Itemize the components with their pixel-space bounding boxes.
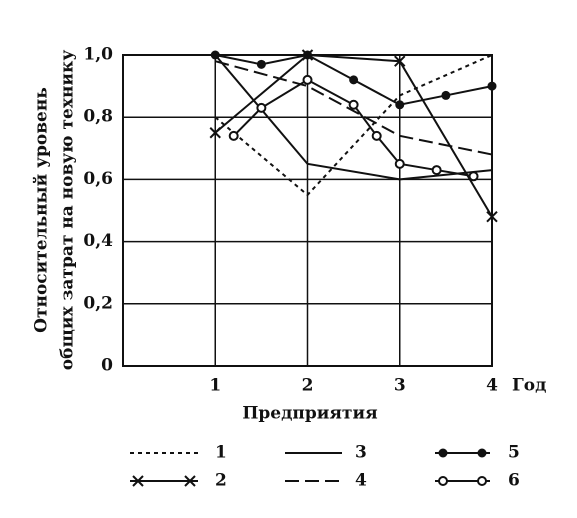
legend-label: 2 (215, 471, 227, 491)
legend-swatch (477, 448, 487, 458)
y-tick-label: 0,2 (83, 293, 113, 313)
point (349, 75, 359, 85)
x-tick-label: 4 (486, 376, 498, 396)
y-tick-label: 0,6 (83, 169, 113, 189)
y-tick-label: 1,0 (83, 45, 113, 65)
y-tick-label: 0,4 (83, 231, 113, 251)
point (441, 90, 451, 100)
point (256, 59, 266, 69)
legend-label: 3 (355, 443, 367, 463)
legend-swatch (438, 476, 448, 486)
y-axis-title: общих затрат на новую технику (58, 50, 78, 371)
series-line (232, 78, 474, 178)
legend-swatch (438, 448, 448, 458)
y-tick-label: 0 (101, 356, 113, 376)
point (303, 50, 312, 60)
point (210, 50, 220, 60)
x-axis-unit: Год (512, 376, 546, 396)
point (228, 130, 239, 141)
x-tick-label: 3 (394, 376, 406, 396)
legend-label: 1 (215, 443, 227, 463)
legend-swatch (477, 476, 487, 486)
point (431, 165, 442, 176)
series-line (214, 54, 493, 197)
y-tick-label: 0,8 (83, 107, 113, 127)
x-axis-title: Предприятия (242, 404, 377, 424)
legend-label: 5 (508, 443, 520, 463)
point (395, 100, 405, 110)
x-tick-label: 2 (302, 376, 314, 396)
point (256, 102, 267, 113)
point (486, 211, 498, 223)
point (394, 55, 406, 67)
series-line (214, 60, 493, 156)
point (371, 130, 382, 141)
series-line (214, 53, 493, 218)
legend-label: 6 (508, 471, 520, 491)
legend-swatch (132, 475, 144, 487)
point (302, 74, 313, 85)
legend-swatch (184, 475, 196, 487)
point (348, 99, 359, 110)
point (487, 81, 497, 91)
point (394, 158, 405, 169)
legend-label: 4 (355, 471, 367, 491)
x-tick-label: 1 (209, 376, 221, 396)
y-axis-title: Относительный уровень (32, 87, 52, 333)
point (209, 127, 221, 139)
point (468, 171, 479, 182)
